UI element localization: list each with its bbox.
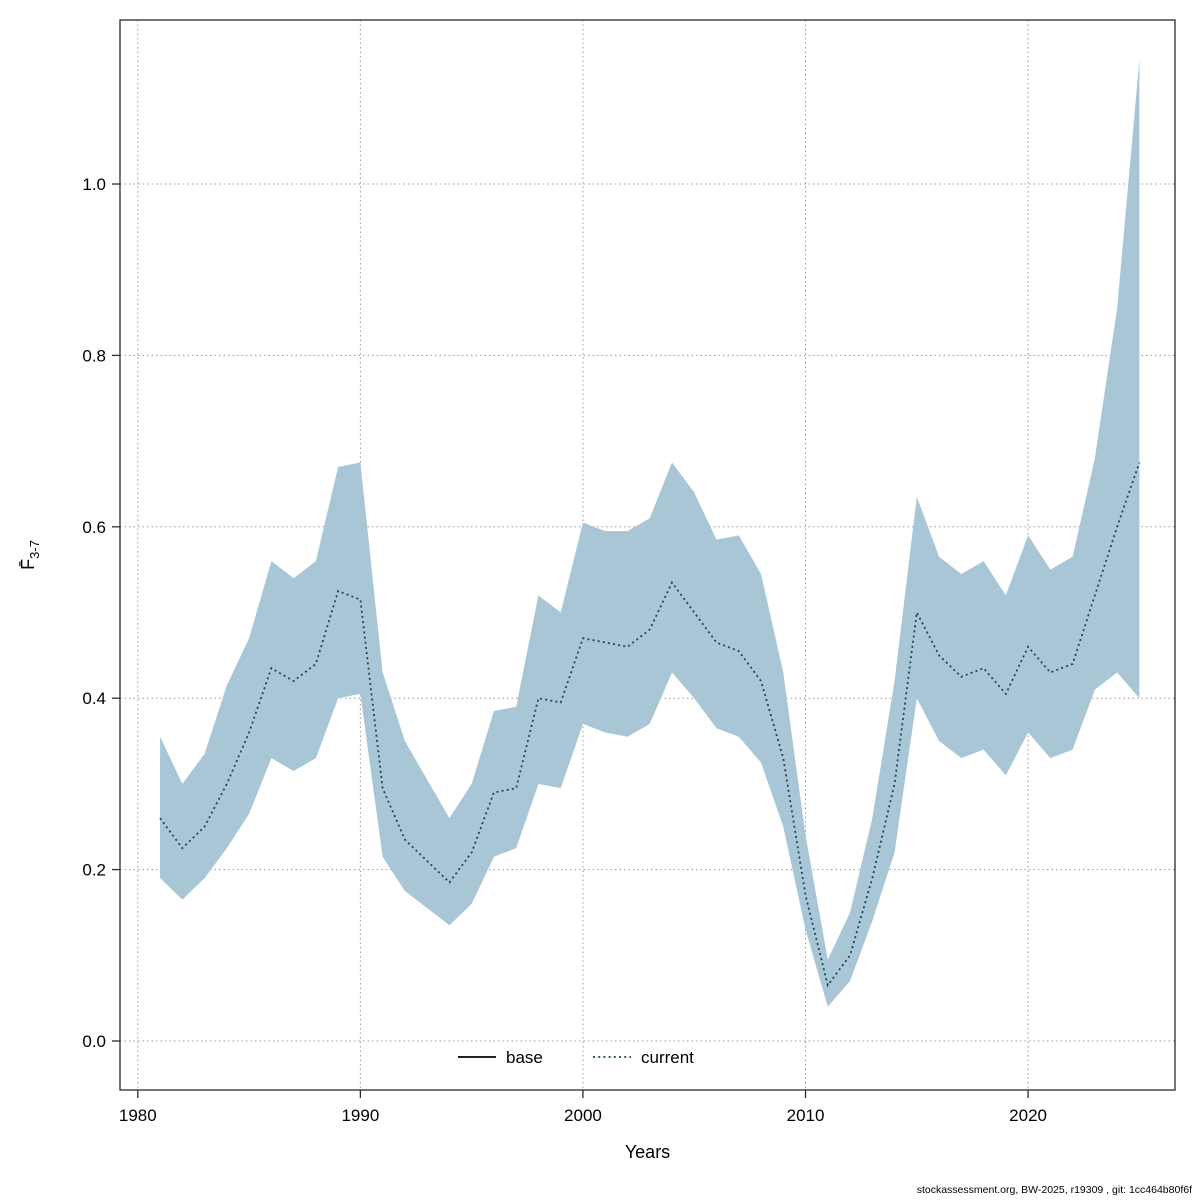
y-tick-label: 0.2 xyxy=(82,861,106,880)
y-tick-label: 1.0 xyxy=(82,175,106,194)
x-tick-label: 2010 xyxy=(787,1106,825,1125)
x-tick-label: 1990 xyxy=(341,1106,379,1125)
footer-attribution: stockassessment.org, BW-2025, r19309 , g… xyxy=(916,1184,1192,1196)
axes: 1980 1990 2000 2010 2020 0.0 0.2 0.4 0.6 0.8 1.0 xyxy=(82,175,1047,1125)
x-tick-label: 2000 xyxy=(564,1106,602,1125)
y-tick-label: 0.0 xyxy=(82,1032,106,1051)
y-tick-label: 0.4 xyxy=(82,689,106,708)
y-tick-label: 0.6 xyxy=(82,518,106,537)
x-tick-label: 2020 xyxy=(1009,1106,1047,1125)
x-tick-label: 1980 xyxy=(119,1106,157,1125)
y-tick-label: 0.8 xyxy=(82,346,106,365)
x-axis-title: Years xyxy=(625,1142,670,1162)
y-axis-title: F̄3-7 xyxy=(18,540,42,570)
legend: base current xyxy=(458,1048,694,1067)
legend-label-base: base xyxy=(506,1048,543,1067)
current-line xyxy=(159,462,1141,988)
legend-label-current: current xyxy=(641,1048,694,1067)
confidence-band xyxy=(160,59,1140,1007)
plot-frame xyxy=(119,19,1176,1091)
